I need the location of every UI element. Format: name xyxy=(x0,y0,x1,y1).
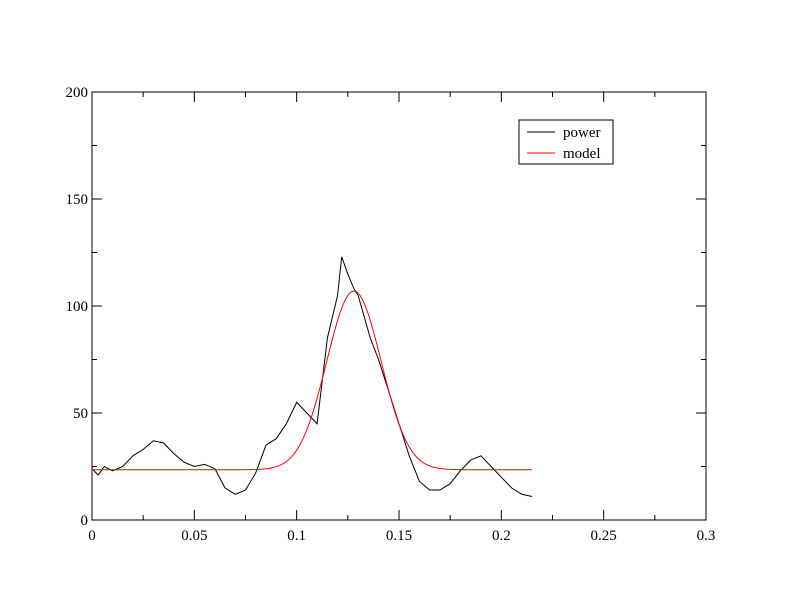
y-tick-label: 100 xyxy=(66,299,89,315)
x-tick-label: 0.3 xyxy=(697,528,716,544)
y-tick-label: 50 xyxy=(73,406,88,422)
y-tick-label: 0 xyxy=(81,513,89,529)
legend-box xyxy=(518,119,614,165)
plot-frame xyxy=(91,91,707,521)
series-line-model xyxy=(92,290,532,471)
legend-label-model: model xyxy=(563,146,601,162)
x-tick-label: 0.15 xyxy=(386,528,412,544)
x-tick-label: 0 xyxy=(88,528,96,544)
y-axis-ticks: 0 50 100 150 200 xyxy=(66,85,706,529)
x-axis-ticks: 0 0.05 0.1 0.15 0.2 0.25 0.3 xyxy=(88,92,715,544)
legend-label-power: power xyxy=(563,125,601,141)
x-tick-label: 0.05 xyxy=(181,528,207,544)
x-tick-label: 0.25 xyxy=(591,528,617,544)
series-line-power xyxy=(91,256,533,497)
legend: power model xyxy=(518,119,614,165)
x-tick-label: 0.2 xyxy=(492,528,511,544)
series-layer xyxy=(91,256,533,497)
y-tick-label: 150 xyxy=(66,192,89,208)
y-tick-label: 200 xyxy=(66,85,89,101)
x-tick-label: 0.1 xyxy=(287,528,306,544)
